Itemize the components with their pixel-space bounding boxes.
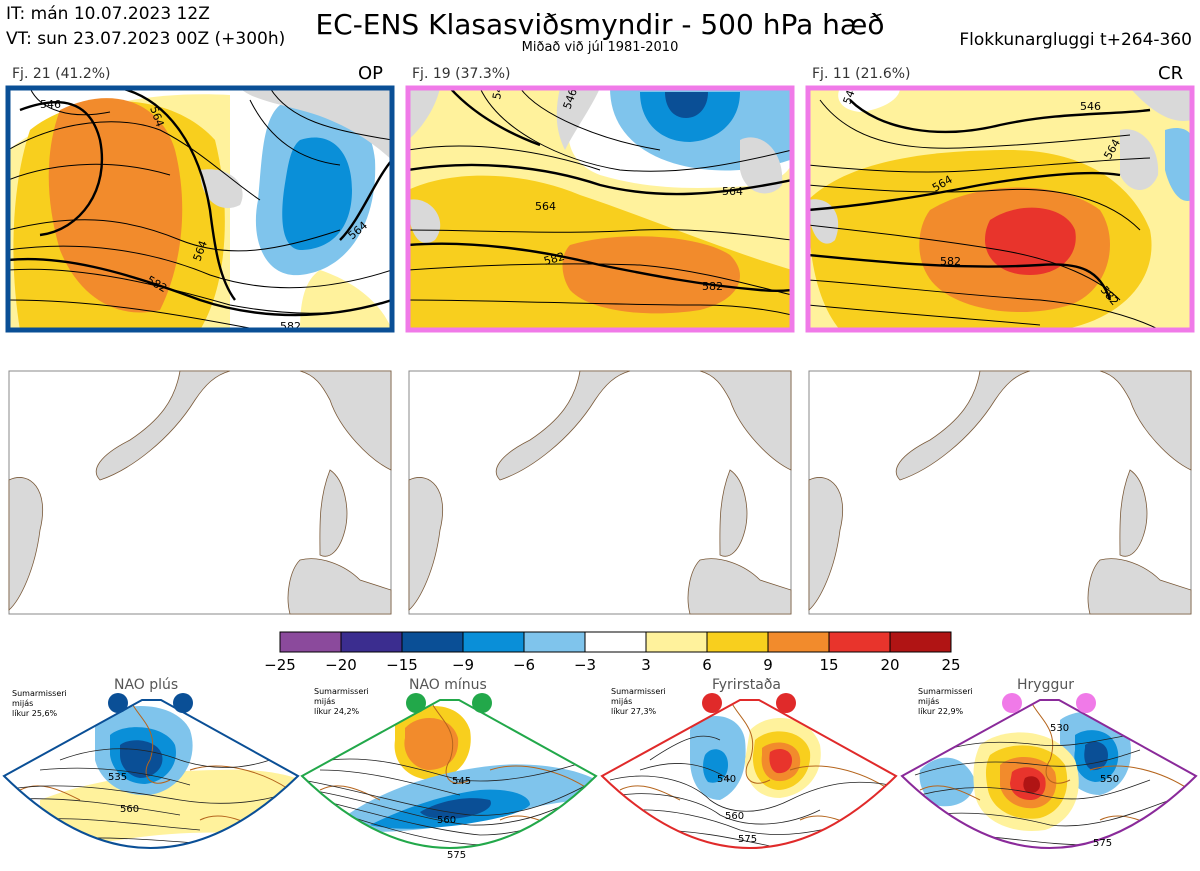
regime-2-info: Sumarmisseri mijás líkur 24,2% bbox=[314, 687, 369, 717]
svg-text:560: 560 bbox=[437, 815, 456, 826]
colorbar-swatch bbox=[767, 631, 830, 653]
regime-fan-blocking: 540 560 575 bbox=[600, 693, 898, 849]
cluster-1-label: Fj. 21 (41.2%) bbox=[12, 66, 111, 82]
cluster-map-3: 546 546 564 564 582 582 bbox=[805, 85, 1195, 333]
colorbar-swatch bbox=[645, 631, 708, 653]
member-map-2 bbox=[408, 370, 792, 615]
colorbar-tick-label: −20 bbox=[325, 656, 357, 674]
page-subtitle: Miðað við júl 1981-2010 bbox=[521, 40, 679, 55]
colorbar-tick-label: −15 bbox=[386, 656, 418, 674]
page-title: EC-ENS Klasasviðsmyndir - 500 hPa hæð bbox=[315, 8, 885, 41]
regime-1-freq: mijás bbox=[12, 699, 34, 708]
svg-text:560: 560 bbox=[120, 804, 139, 815]
regime-4-prob: líkur 22,9% bbox=[918, 707, 964, 716]
svg-text:560: 560 bbox=[725, 811, 744, 822]
regime-1-info: Sumarmisseri mijás líkur 25,6% bbox=[12, 689, 67, 719]
regime-fan-ridge: 530 550 575 bbox=[900, 693, 1198, 849]
svg-text:546: 546 bbox=[40, 98, 61, 111]
cluster-1-code: OP bbox=[358, 63, 384, 84]
svg-text:545: 545 bbox=[452, 776, 471, 787]
svg-text:530: 530 bbox=[1050, 723, 1069, 734]
colorbar-tick-label: 3 bbox=[641, 656, 651, 674]
colorbar: −25 −20 −15 −9 −6 −3 3 6 9 15 20 25 bbox=[264, 631, 961, 674]
regime-4-info: Sumarmisseri mijás líkur 22,9% bbox=[918, 687, 973, 717]
regime-1-title: NAO plús bbox=[114, 677, 179, 693]
svg-text:564: 564 bbox=[535, 200, 556, 213]
valid-time: VT: sun 23.07.2023 00Z (+300h) bbox=[6, 29, 286, 49]
regime-3-title: Fyrirstaða bbox=[712, 677, 781, 693]
colorbar-swatch bbox=[523, 631, 586, 653]
cluster-3-label: Fj. 11 (21.6%) bbox=[812, 66, 911, 82]
regime-1-prob: líkur 25,6% bbox=[12, 709, 58, 718]
colorbar-tick-label: −3 bbox=[574, 656, 596, 674]
colorbar-tick-label: −6 bbox=[513, 656, 535, 674]
colorbar-tick-label: 9 bbox=[763, 656, 773, 674]
svg-text:575: 575 bbox=[738, 834, 757, 845]
svg-text:535: 535 bbox=[108, 772, 127, 783]
colorbar-tick-label: 15 bbox=[819, 656, 838, 674]
colorbar-swatch bbox=[889, 631, 952, 653]
svg-text:575: 575 bbox=[447, 850, 466, 861]
regime-3-freq: mijás bbox=[611, 697, 633, 706]
colorbar-swatch bbox=[706, 631, 769, 653]
svg-text:540: 540 bbox=[717, 774, 736, 785]
colorbar-swatch bbox=[279, 631, 342, 653]
regime-2-freq: mijás bbox=[314, 697, 336, 706]
colorbar-tick-label: −25 bbox=[264, 656, 296, 674]
cluster-map-2: 546 546 564 564 582 582 bbox=[405, 78, 795, 333]
colorbar-tick-label: 6 bbox=[702, 656, 712, 674]
regime-3-prob: líkur 27,3% bbox=[611, 707, 657, 716]
member-map-3 bbox=[808, 370, 1192, 615]
svg-text:575: 575 bbox=[1093, 838, 1112, 849]
cluster-map-1: 546 564 582 564 582 564 bbox=[5, 85, 395, 333]
svg-text:564: 564 bbox=[722, 185, 743, 198]
cluster-2-label: Fj. 19 (37.3%) bbox=[412, 66, 511, 82]
svg-text:582: 582 bbox=[542, 250, 566, 268]
colorbar-tick-label: 20 bbox=[880, 656, 899, 674]
colorbar-tick-label: −9 bbox=[452, 656, 474, 674]
colorbar-swatch bbox=[340, 631, 403, 653]
regime-4-freq: mijás bbox=[918, 697, 940, 706]
svg-text:546: 546 bbox=[1080, 100, 1101, 113]
clustering-window: Flokkunargluggi t+264-360 bbox=[959, 30, 1192, 50]
regime-2-title: NAO mínus bbox=[409, 677, 487, 693]
regime-3-info: Sumarmisseri mijás líkur 27,3% bbox=[611, 687, 666, 717]
regime-fan-nao-minus: 545 560 575 bbox=[300, 693, 598, 861]
svg-text:582: 582 bbox=[280, 320, 301, 333]
regime-1-season: Sumarmisseri bbox=[12, 689, 67, 698]
regime-2-prob: líkur 24,2% bbox=[314, 707, 360, 716]
colorbar-swatch bbox=[462, 631, 525, 653]
regime-3-season: Sumarmisseri bbox=[611, 687, 666, 696]
regime-4-season: Sumarmisseri bbox=[918, 687, 973, 696]
colorbar-swatch bbox=[401, 631, 464, 653]
initial-time: IT: mán 10.07.2023 12Z bbox=[6, 4, 210, 24]
cluster-3-code: CR bbox=[1158, 63, 1184, 84]
svg-text:546: 546 bbox=[490, 78, 506, 101]
svg-text:582: 582 bbox=[702, 280, 723, 293]
colorbar-swatch bbox=[584, 631, 647, 653]
colorbar-tick-label: 25 bbox=[941, 656, 960, 674]
regime-2-season: Sumarmisseri bbox=[314, 687, 369, 696]
colorbar-swatch bbox=[828, 631, 891, 653]
regime-4-title: Hryggur bbox=[1017, 677, 1074, 693]
svg-text:550: 550 bbox=[1100, 774, 1119, 785]
member-map-1 bbox=[8, 370, 392, 615]
svg-text:582: 582 bbox=[940, 255, 961, 268]
